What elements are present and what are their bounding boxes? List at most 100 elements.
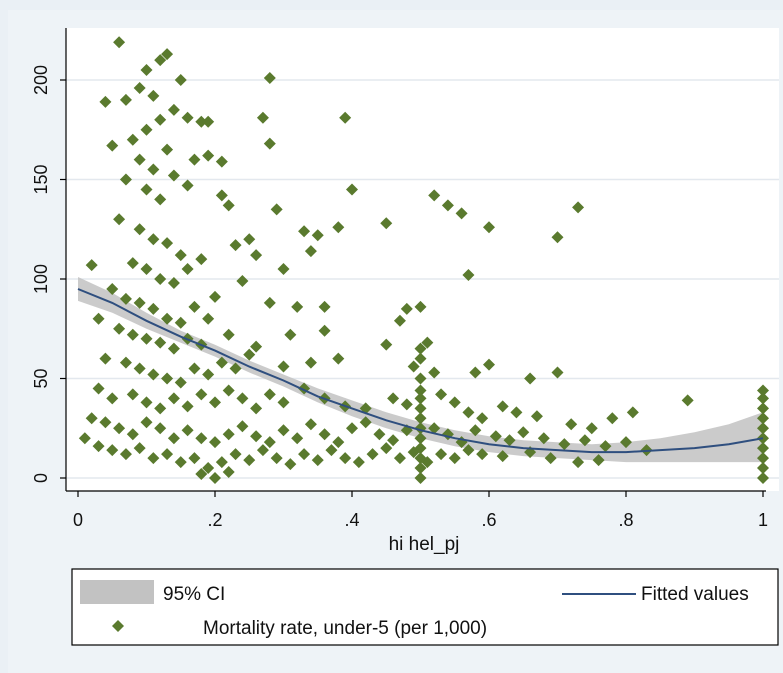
data-point — [757, 412, 769, 425]
data-point — [222, 328, 235, 341]
data-point — [339, 111, 352, 124]
data-point — [496, 450, 509, 463]
fitted-line — [77, 288, 764, 454]
data-point — [202, 312, 215, 325]
data-point — [119, 448, 132, 461]
axes — [65, 28, 766, 492]
data-point — [133, 153, 146, 166]
data-point — [133, 81, 146, 94]
data-point — [174, 456, 187, 469]
data-point — [455, 207, 468, 220]
legend-ci-label: 95% CI — [163, 584, 225, 605]
data-point — [298, 448, 311, 461]
data-point — [209, 472, 221, 484]
data-point — [119, 356, 132, 369]
data-point — [476, 448, 489, 461]
data-point — [578, 434, 591, 447]
data-point — [414, 432, 427, 445]
data-point — [113, 36, 126, 49]
data-point — [161, 448, 174, 461]
data-point — [270, 203, 283, 216]
data-point — [85, 412, 98, 425]
data-point — [277, 263, 290, 276]
data-point — [195, 468, 208, 481]
data-point — [92, 312, 105, 325]
data-point — [209, 436, 221, 449]
data-point — [318, 324, 331, 337]
x-tick-label: .4 — [344, 510, 359, 530]
data-point — [195, 432, 208, 445]
data-point — [400, 302, 413, 315]
data-point — [414, 392, 427, 405]
data-point — [428, 189, 441, 202]
data-point — [414, 442, 427, 455]
data-point — [277, 424, 290, 437]
data-point — [147, 89, 160, 102]
data-point — [359, 416, 372, 429]
data-point — [147, 233, 160, 246]
data-point — [393, 314, 406, 327]
data-point — [483, 221, 495, 234]
data-point — [202, 462, 215, 475]
data-point — [599, 440, 612, 453]
data-point — [106, 444, 119, 457]
data-point — [133, 442, 146, 455]
data-point — [263, 388, 276, 401]
data-point — [462, 269, 475, 282]
data-point — [332, 352, 345, 365]
legend-box — [71, 568, 779, 646]
data-point — [366, 448, 379, 461]
data-point — [517, 426, 530, 439]
data-point — [284, 458, 297, 471]
data-point — [250, 430, 263, 443]
data-point — [284, 328, 297, 341]
data-point — [250, 249, 263, 262]
data-point — [270, 452, 283, 465]
y-tick-label: 0 — [31, 473, 51, 483]
data-point — [106, 139, 119, 152]
data-point — [757, 472, 769, 484]
y-tick-label: 100 — [31, 264, 51, 294]
data-point — [537, 432, 550, 445]
data-point — [126, 328, 139, 341]
data-point — [215, 189, 228, 202]
data-point — [757, 392, 769, 405]
data-point — [154, 422, 167, 435]
legend-ci-swatch — [80, 580, 154, 604]
legend-point-marker — [112, 620, 124, 632]
data-point — [243, 233, 256, 246]
data-point — [277, 360, 290, 373]
data-point — [407, 360, 420, 373]
x-tick-label: .8 — [618, 510, 633, 530]
data-point — [140, 263, 153, 276]
data-point — [167, 103, 180, 116]
data-point — [188, 153, 201, 166]
data-point — [167, 392, 180, 405]
data-point — [161, 48, 174, 61]
x-tick-label: 0 — [73, 510, 83, 530]
data-point — [572, 456, 585, 469]
data-point — [346, 183, 358, 196]
data-point — [126, 257, 139, 270]
data-point — [126, 388, 139, 401]
scatter-points — [78, 36, 769, 484]
data-point — [140, 183, 153, 196]
data-point — [263, 436, 276, 449]
data-point — [387, 392, 400, 405]
data-point — [380, 217, 393, 230]
data-point — [106, 282, 119, 295]
data-point — [393, 452, 406, 465]
data-point — [250, 402, 263, 415]
data-point — [304, 418, 317, 431]
data-point — [483, 358, 495, 371]
data-point — [304, 356, 317, 369]
data-point — [565, 418, 578, 431]
data-point — [311, 229, 324, 242]
data-point — [147, 368, 160, 381]
data-point — [448, 452, 461, 465]
data-point — [318, 428, 331, 441]
data-point — [140, 416, 153, 429]
x-tick-label: .6 — [481, 510, 496, 530]
data-point — [215, 456, 228, 469]
